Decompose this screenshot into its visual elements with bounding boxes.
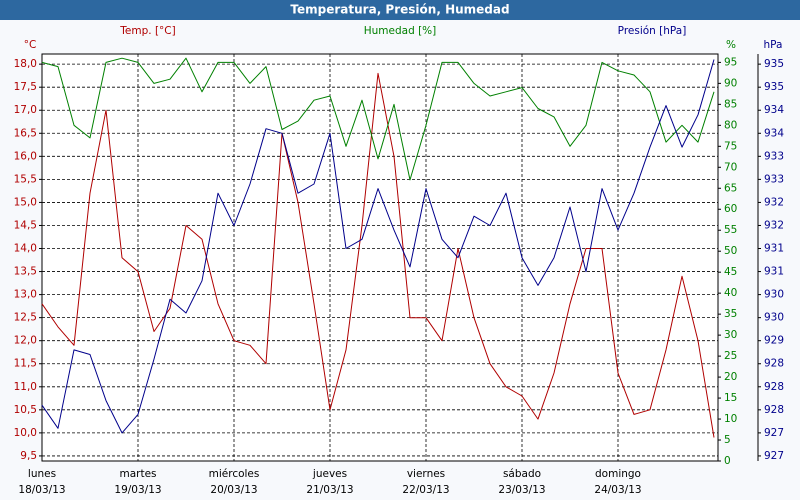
y3-tick-label: 934 xyxy=(764,104,784,116)
y2-tick-label: 60 xyxy=(724,203,737,215)
title-bar xyxy=(0,0,800,20)
series-line xyxy=(41,72,715,438)
y2-tick-label: 65 xyxy=(724,182,737,194)
y-tick-label: 14,5 xyxy=(14,219,37,231)
y3-tick-label: 929 xyxy=(764,335,784,347)
x-tick-date: 21/03/13 xyxy=(306,484,353,496)
y2-tick-label: 35 xyxy=(724,308,737,320)
x-tick-date: 19/03/13 xyxy=(114,484,161,496)
y2-tick-label: 75 xyxy=(724,140,737,152)
y3-tick-label: 934 xyxy=(764,127,784,139)
y-unit: °C xyxy=(24,39,37,51)
y3-tick-label: 928 xyxy=(764,404,784,416)
y3-tick-label: 931 xyxy=(764,266,784,278)
y3-tick-label: 927 xyxy=(764,427,784,439)
y2-tick-label: 70 xyxy=(724,161,737,173)
y-tick-label: 10,5 xyxy=(14,404,37,416)
y2-tick-label: 95 xyxy=(724,56,737,68)
y3-tick-label: 932 xyxy=(764,219,784,231)
x-tick-label: martes xyxy=(119,468,156,480)
y2-tick-label: 15 xyxy=(724,392,737,404)
x-tick-label: viernes xyxy=(407,468,445,480)
y2-tick-label: 90 xyxy=(724,77,737,89)
y3-tick-label: 930 xyxy=(764,312,784,324)
y3-tick-label: 935 xyxy=(764,58,784,70)
x-tick-date: 22/03/13 xyxy=(402,484,449,496)
y2-tick-label: 85 xyxy=(724,98,737,110)
y-tick-label: 16,0 xyxy=(14,150,37,162)
y2-tick-label: 50 xyxy=(724,245,737,257)
y-tick-label: 17,5 xyxy=(14,81,37,93)
y2-tick-label: 0 xyxy=(724,455,731,467)
y-tick-label: 18,0 xyxy=(14,58,37,70)
series-line xyxy=(41,57,715,181)
y-tick-label: 14,0 xyxy=(14,243,37,255)
y-tick-label: 15,5 xyxy=(14,173,37,185)
y-tick-label: 11,5 xyxy=(14,358,37,370)
y-tick-label: 12,0 xyxy=(14,335,37,347)
y-tick-label: 11,0 xyxy=(14,381,37,393)
y2-tick-label: 45 xyxy=(724,266,737,278)
x-tick-label: sábado xyxy=(503,468,541,480)
y-tick-label: 16,5 xyxy=(14,127,37,139)
x-tick-label: lunes xyxy=(28,468,56,480)
plot-frame xyxy=(41,53,719,462)
y3-axis-label: Presión [hPa] xyxy=(618,25,687,37)
y-tick-label: 10,0 xyxy=(14,427,37,439)
y3-tick-label: 928 xyxy=(764,381,784,393)
y2-unit: % xyxy=(726,39,736,51)
y2-tick-label: 40 xyxy=(724,287,737,299)
y3-unit: hPa xyxy=(764,39,783,51)
x-tick-date: 20/03/13 xyxy=(210,484,257,496)
y-tick-label: 13,0 xyxy=(14,289,37,301)
y3-tick-label: 933 xyxy=(764,173,784,185)
y3-tick-label: 932 xyxy=(764,196,784,208)
y2-tick-label: 55 xyxy=(724,224,737,236)
y-tick-label: 17,0 xyxy=(14,104,37,116)
x-tick-label: miércoles xyxy=(209,468,260,480)
y-tick-label: 15,0 xyxy=(14,196,37,208)
y3-tick-label: 930 xyxy=(764,289,784,301)
x-tick-date: 23/03/13 xyxy=(498,484,545,496)
chart-title: Temperatura, Presión, Humedad xyxy=(290,3,509,17)
x-tick-label: jueves xyxy=(312,468,347,480)
y3-tick-label: 928 xyxy=(764,358,784,370)
y3-tick-label: 933 xyxy=(764,150,784,162)
y2-tick-label: 10 xyxy=(724,413,737,425)
x-tick-date: 18/03/13 xyxy=(18,484,65,496)
plot-area xyxy=(42,54,718,461)
y2-tick-label: 80 xyxy=(724,119,737,131)
x-tick-label: domingo xyxy=(595,468,641,480)
y2-axis-label: Humedad [%] xyxy=(364,25,437,37)
x-tick-date: 24/03/13 xyxy=(594,484,641,496)
y2-tick-label: 30 xyxy=(724,329,737,341)
y-axis-label: Temp. [°C] xyxy=(119,25,175,37)
y3-tick-label: 931 xyxy=(764,243,784,255)
y-tick-label: 12,5 xyxy=(14,312,37,324)
y3-tick-label: 927 xyxy=(764,450,784,462)
y-tick-label: 13,5 xyxy=(14,266,37,278)
y2-tick-label: 25 xyxy=(724,350,737,362)
y2-tick-label: 5 xyxy=(724,434,731,446)
y3-tick-label: 935 xyxy=(764,81,784,93)
series-line xyxy=(41,59,715,434)
y2-tick-label: 20 xyxy=(724,371,737,383)
y-tick-label: 9,5 xyxy=(20,450,37,462)
